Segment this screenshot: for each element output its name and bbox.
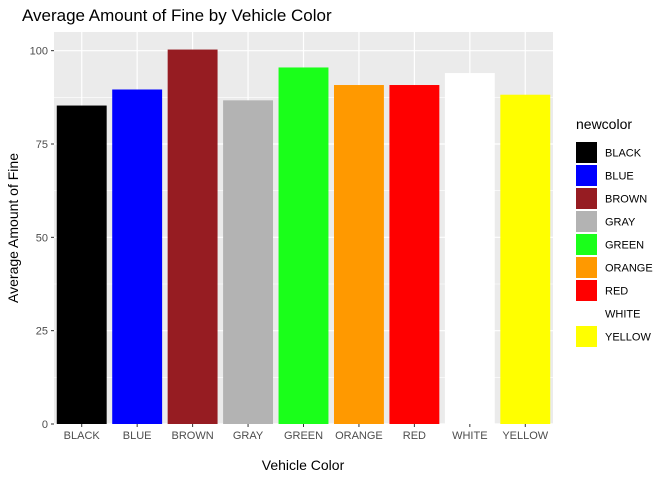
bar-black: [56, 105, 107, 425]
bar-orange: [333, 85, 384, 424]
legend-key-white: [576, 303, 597, 324]
bar-white: [444, 73, 495, 425]
bar-brown: [167, 49, 218, 425]
legend: newcolor BLACK BLUE BROWN GRAY GREEN ORANGE RE…: [576, 116, 653, 347]
legend-key-blue: [576, 165, 597, 186]
y-axis-title: Average Amount of Fine: [5, 153, 21, 303]
legend-label: BLACK: [605, 148, 642, 160]
y-tick-label: 50: [36, 232, 48, 244]
bar-red: [389, 85, 440, 424]
legend-title: newcolor: [576, 116, 632, 132]
x-tick-label: BLUE: [123, 430, 152, 442]
legend-label: GREEN: [605, 240, 644, 252]
legend-key-brown: [576, 188, 597, 209]
y-tick-label: 25: [36, 326, 48, 338]
x-tick-label: BROWN: [172, 430, 214, 442]
x-axis-title: Vehicle Color: [262, 457, 345, 473]
bars: [56, 49, 551, 425]
y-tick-label: 100: [30, 46, 48, 58]
legend-label: BROWN: [605, 194, 647, 206]
y-axis: 0 25 50 75 100: [30, 46, 54, 431]
x-axis: BLACK BLUE BROWN GRAY GREEN ORANGE RED WHITE YEL…: [64, 424, 549, 442]
x-tick-label: WHITE: [452, 430, 487, 442]
x-tick-label: ORANGE: [335, 430, 383, 442]
chart-title: Average Amount of Fine by Vehicle Color: [22, 6, 332, 25]
bar-yellow: [500, 94, 551, 424]
x-tick-label: GRAY: [233, 430, 264, 442]
legend-label: GRAY: [605, 217, 636, 229]
legend-label: RED: [605, 286, 628, 298]
legend-key-green: [576, 234, 597, 255]
legend-key-red: [576, 280, 597, 301]
y-tick-label: 75: [36, 139, 48, 151]
legend-label: WHITE: [605, 309, 640, 321]
legend-key-yellow: [576, 326, 597, 347]
y-tick-label: 0: [42, 419, 48, 431]
bar-blue: [112, 89, 163, 424]
legend-label: ORANGE: [605, 263, 653, 275]
legend-label: BLUE: [605, 171, 634, 183]
bar-green: [278, 67, 329, 424]
legend-label: YELLOW: [605, 332, 651, 344]
x-tick-label: GREEN: [284, 430, 323, 442]
legend-key-black: [576, 142, 597, 163]
legend-key-gray: [576, 211, 597, 232]
x-tick-label: BLACK: [64, 430, 101, 442]
legend-key-orange: [576, 257, 597, 278]
bar-gray: [223, 100, 274, 424]
x-tick-label: YELLOW: [502, 430, 548, 442]
x-tick-label: RED: [403, 430, 426, 442]
